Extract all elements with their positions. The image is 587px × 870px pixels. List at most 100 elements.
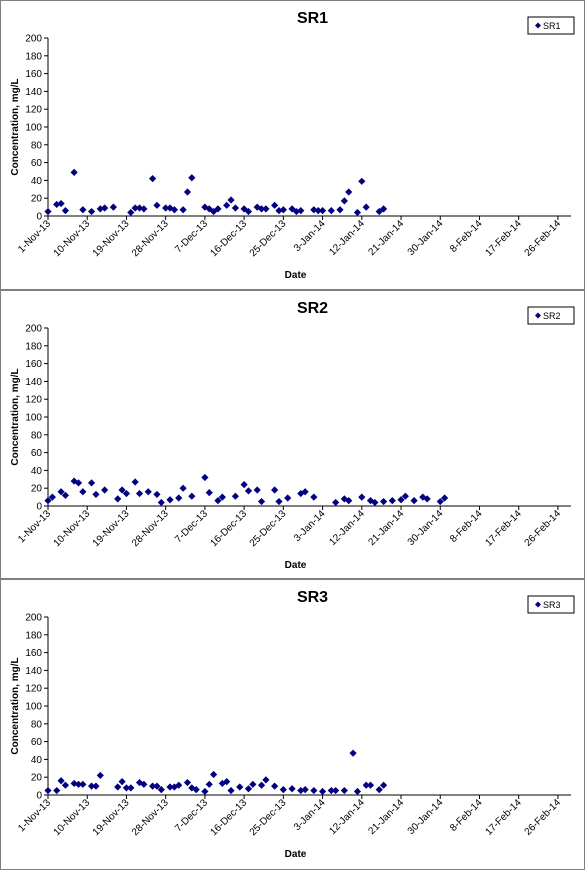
x-tick-label: 16-Dec-13 [208,508,249,549]
legend-box [527,595,575,614]
legend: SR2 [527,306,575,325]
x-tick-label: 30-Jan-14 [406,797,446,837]
data-point [183,188,192,196]
data-point [231,204,240,212]
data-point [318,207,327,215]
chart-sr3: SR3 0 20 40 60 80 100 120 140 160 180 200 1-Nov-1310… [10,589,575,860]
x-tick-label: 12-Jan-14 [327,218,367,258]
x-tick-label: 3-Jan-14 [292,508,328,544]
data-point [149,175,157,183]
legend-label: SR1 [543,21,561,31]
y-tick-label: 100 [25,702,42,713]
data-point [188,174,196,182]
x-tick-label: 1-Nov-13 [16,797,53,834]
chart-panel-sr3: SR3 0 20 40 60 80 100 120 140 160 180 200 1-Nov-13 10… [0,579,585,870]
y-tick-label: 0 [36,212,42,223]
data-point [358,177,366,185]
x-tick-label: 12-Jan-14 [327,797,367,837]
data-point [310,493,318,501]
data-point [140,205,148,213]
data-point [379,497,388,506]
data-point [279,786,287,794]
data-point [379,205,388,213]
data-point [153,490,161,499]
data-point [244,487,253,495]
data-point [79,780,87,788]
data-point [366,781,375,789]
x-tick-label: 8-Feb-14 [448,508,485,545]
data-point [114,495,122,503]
data-point [114,783,122,791]
x-tick-label: 16-Dec-13 [208,218,249,259]
data-point [375,786,383,794]
data-point [70,779,78,788]
y-tick-label: 140 [25,87,42,98]
x-tick-label: 30-Jan-14 [406,508,446,548]
data-point [275,497,283,506]
data-point [109,203,117,211]
x-tick-label: 8-Feb-14 [448,218,485,255]
x-tick-label: 10-Nov-13 [52,797,93,838]
data-point [179,206,187,214]
data-point [166,496,174,504]
x-tick-label: 19-Nov-13 [91,797,132,838]
y-tick-label: 0 [36,502,42,513]
legend-label: SR2 [543,311,561,321]
x-tick-label: 26-Feb-14 [523,218,564,259]
x-tick-label: 30-Jan-14 [406,218,446,258]
data-point [188,492,196,500]
x-tick-label: 28-Nov-13 [130,797,171,838]
x-tick-label: 25-Dec-13 [248,508,289,549]
data-point [249,780,257,788]
legend-box [527,306,575,325]
data-point [332,498,340,507]
y-tick-label: 20 [31,194,43,205]
legend-box [527,16,575,35]
x-tick-label: 8-Feb-14 [448,797,485,834]
data-point [379,781,388,789]
data-point [340,495,348,503]
data-point [340,786,348,795]
data-point [201,787,209,796]
data-point [87,207,96,216]
data-point [127,208,135,217]
data-point [257,497,266,506]
data-point [87,479,96,487]
chart-panel-sr2: SR2 0 20 40 60 80 100 120 140 160 180 200 1-Nov-13 10… [0,290,585,579]
data-point [297,207,305,215]
x-tick-label: 28-Nov-13 [130,508,171,549]
y-tick-label: 140 [25,666,42,677]
y-tick-label: 20 [31,484,43,495]
y-axis-title: Concentration, mg/L [10,78,21,175]
x-tick-label: 12-Jan-14 [327,508,367,548]
data-point [44,786,52,795]
data-point [318,787,327,796]
y-tick-label: 0 [36,791,42,802]
data-point [401,492,409,500]
data-point [336,206,344,214]
data-point [358,493,366,501]
chart-sr2: SR2 0 20 40 60 80 100 120 140 160 180 200 1-Nov-1310… [10,300,575,571]
x-tick-label: 25-Dec-13 [248,218,289,259]
data-point [353,208,362,217]
data-point [170,206,178,214]
data-point [271,782,279,790]
x-tick-label: 21-Jan-14 [367,508,407,548]
data-point [253,486,261,494]
data-point [96,771,104,780]
y-tick-label: 40 [31,176,43,187]
data-point [371,498,379,507]
legend-label: SR3 [543,600,561,610]
chart-panel-sr1: SR1 0 20 40 60 80 100 120 140 160 180 200 1-Nov-13 10… [0,0,585,290]
data-point [101,486,109,494]
data-point [441,494,449,502]
y-tick-label: 40 [31,466,43,477]
data-point [271,201,279,209]
x-tick-label: 7-Dec-13 [173,797,210,834]
data-point [353,787,362,796]
x-tick-label: 26-Feb-14 [523,797,564,838]
data-point [175,494,183,502]
data-point [131,478,139,486]
data-point [118,778,126,786]
data-point [244,207,253,216]
